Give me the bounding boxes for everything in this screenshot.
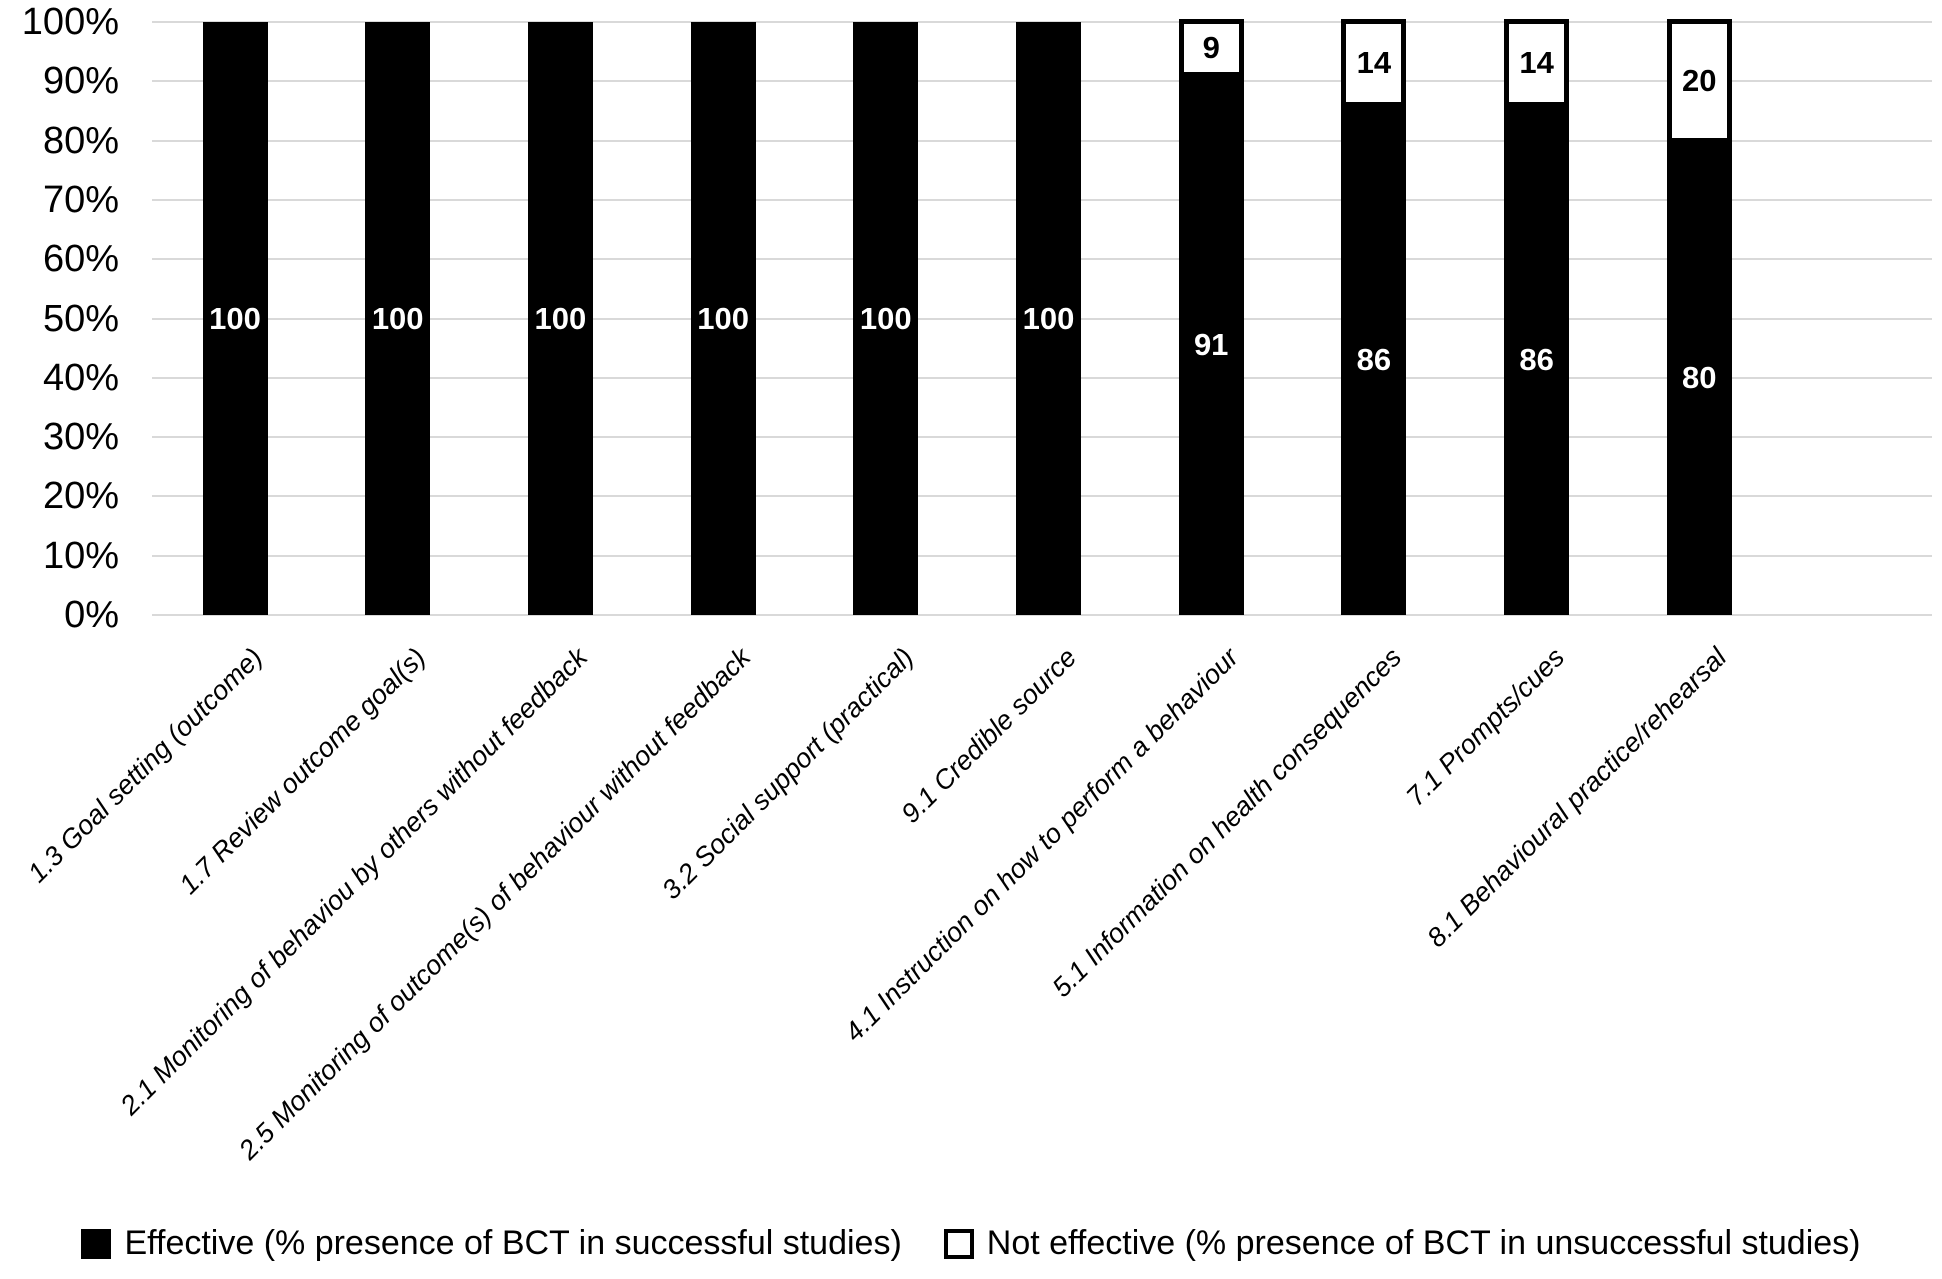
gridline	[152, 614, 1932, 616]
bar-segment-effective	[690, 22, 756, 615]
y-axis-tick-label: 50%	[42, 297, 119, 340]
bar-value-label-not-effective: 9	[1202, 30, 1220, 66]
bar-segment-not-effective: 14	[1504, 19, 1570, 108]
y-axis-tick-label: 60%	[42, 238, 119, 281]
legend-label-effective: Effective (% presence of BCT in successf…	[124, 1224, 902, 1262]
legend-item-not-effective: Not effective (% presence of BCT in unsu…	[943, 1224, 1861, 1263]
bar-value-label-effective: 100	[697, 300, 749, 336]
y-axis-tick-label: 100%	[21, 1, 119, 43]
bar-value-label-effective: 86	[1356, 342, 1392, 377]
effective-series-swatch-icon	[81, 1228, 112, 1259]
x-axis-category-label: 8.1 Behavioural practice/rehearsal	[1421, 642, 1733, 953]
bar-value-label-effective: 100	[209, 300, 261, 336]
chart-legend: Effective (% presence of BCT in successf…	[0, 1224, 1942, 1263]
bar-segment-not-effective: 9	[1178, 19, 1244, 78]
y-axis-tick-label: 40%	[42, 356, 119, 399]
legend-label-not-effective: Not effective (% presence of BCT in unsu…	[986, 1224, 1861, 1262]
y-axis-tick-label: 20%	[42, 475, 119, 518]
bar-segment-effective	[1666, 140, 1732, 615]
x-axis-category-label: 2.5 Monitoring of outcome(s) of behaviou…	[233, 642, 757, 1166]
bar-segment-effective	[202, 22, 268, 615]
bar-segment-effective	[527, 22, 593, 615]
bar-segment-not-effective: 20	[1666, 19, 1732, 143]
bar-value-label-not-effective: 14	[1519, 45, 1554, 80]
y-axis-tick-label: 10%	[42, 534, 119, 577]
x-axis-category-label: 2.1 Monitoring of behaviou by others wit…	[114, 642, 594, 1121]
bar-value-label-effective: 80	[1682, 359, 1717, 395]
x-axis-category-label: 7.1 Prompts/cues	[1400, 642, 1570, 812]
not-effective-series-swatch-icon	[943, 1228, 974, 1259]
bar-segment-effective	[365, 22, 431, 615]
y-axis-tick-label: 70%	[42, 178, 119, 221]
bar-segment-effective	[1178, 75, 1244, 615]
bar-segment-effective	[1016, 22, 1081, 615]
bar-segment-not-effective: 14	[1341, 19, 1407, 108]
x-axis-category-label: 4.1 Instruction on how to perform a beha…	[839, 642, 1245, 1048]
bar-segment-effective	[853, 22, 919, 615]
bar-value-label-effective: 91	[1193, 327, 1229, 363]
y-axis-tick-label: 80%	[42, 119, 119, 162]
bar-value-label-effective: 100	[534, 300, 587, 336]
bar-value-label-not-effective: 14	[1356, 45, 1392, 80]
x-axis-category-label: 3.2 Social support (practical)	[655, 642, 920, 906]
bar-value-label-not-effective: 20	[1682, 62, 1717, 98]
y-axis-tick-label: 0%	[64, 594, 119, 636]
x-axis-category-label: 9.1 Credible source	[894, 642, 1082, 829]
bar-segment-effective	[1341, 105, 1407, 615]
bar-segment-effective	[1504, 105, 1570, 615]
legend-item-effective: Effective (% presence of BCT in successf…	[81, 1224, 902, 1263]
bar-value-label-effective: 100	[371, 300, 424, 336]
x-axis-category-label: 5.1 Information on health consequences	[1046, 642, 1408, 1003]
bar-value-label-effective: 100	[1022, 300, 1075, 336]
bar-value-label-effective: 100	[859, 300, 912, 336]
y-axis-tick-label: 30%	[42, 416, 119, 459]
y-axis-tick-label: 90%	[42, 60, 119, 103]
bar-value-label-effective: 86	[1519, 342, 1554, 377]
